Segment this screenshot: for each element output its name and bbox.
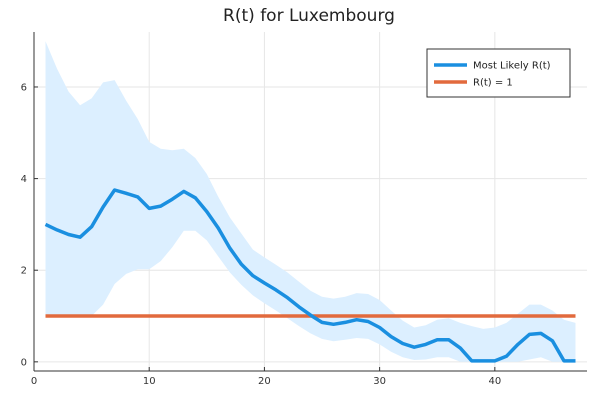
x-tick-label: 20: [258, 376, 271, 387]
y-tick-label: 4: [21, 174, 27, 185]
series-line-0: [44, 188, 576, 363]
y-tick-label: 2: [21, 266, 27, 277]
legend-entry-label: R(t) = 1: [473, 78, 513, 89]
legend-entry-label: Most Likely R(t): [473, 61, 551, 72]
x-tick-label: 30: [373, 376, 386, 387]
y-tick-label: 0: [21, 357, 27, 368]
x-tick-label: 10: [143, 376, 156, 387]
confidence-band: [45, 41, 576, 362]
x-tick-label: 0: [31, 376, 37, 387]
y-tick-label: 6: [21, 82, 27, 93]
x-tick-label: 40: [488, 376, 501, 387]
legend: Most Likely R(t) R(t) = 1: [426, 48, 571, 98]
axes: 0 10 20 30 40 0 2 4 6: [21, 32, 587, 387]
legend-box: [426, 48, 571, 98]
series-lines: [44, 188, 576, 363]
chart-title: R(t) for Luxembourg: [223, 6, 395, 26]
confidence-band-area: [45, 41, 576, 362]
